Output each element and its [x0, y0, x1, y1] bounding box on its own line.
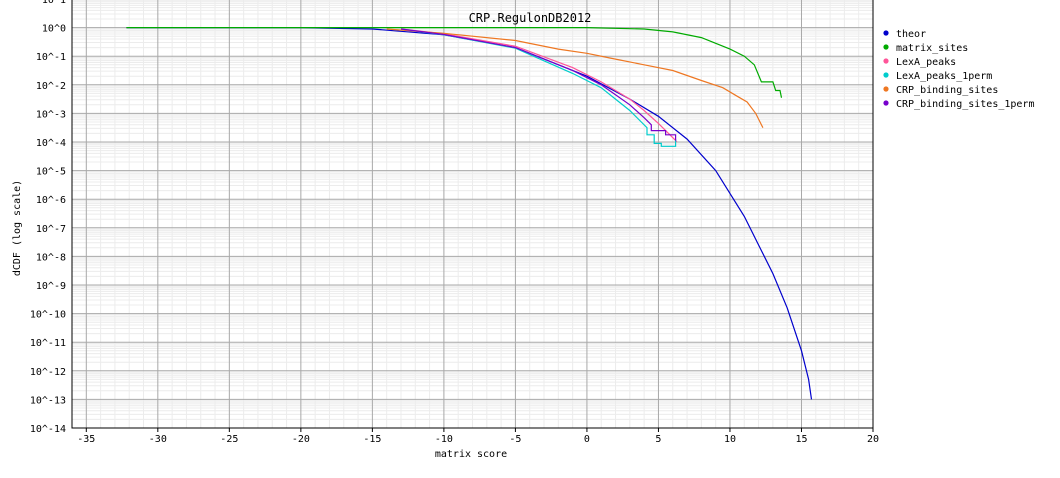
x-tick-label: -5 [509, 434, 521, 445]
y-tick-label: 10^1 [42, 0, 66, 6]
y-tick-label: 10^-10 [30, 310, 66, 321]
y-tick-label: 10^-4 [36, 138, 66, 149]
x-tick-label: 15 [795, 434, 807, 445]
y-axis-label: dCDF (log scale) [12, 180, 23, 276]
series-line-LexA_peaks_1perm [400, 28, 677, 147]
legend: theor matrix_sites LexA_peaks LexA_peaks_1p… [883, 29, 1034, 110]
series-line-LexA_peaks [400, 28, 678, 143]
y-tick-label: 10^-14 [30, 424, 66, 435]
plot-frame [71, 0, 874, 429]
y-tick-label: 10^-12 [30, 367, 66, 378]
series-line-CRP_binding_sites [386, 28, 764, 128]
legend-marker [883, 86, 889, 92]
legend-label: theor [896, 29, 926, 40]
y-tick-label: 10^-2 [36, 81, 66, 92]
x-axis: -35 -30 -25 -20 -15 -10 -5 0 5 10 15 20 [77, 428, 879, 445]
y-tick-label: 10^-7 [36, 224, 66, 235]
legend-label: LexA_peaks_1perm [896, 71, 992, 82]
series-group [126, 27, 813, 400]
legend-marker [883, 30, 889, 36]
y-tick-label: 10^-1 [36, 52, 66, 63]
x-tick-label: -20 [292, 434, 310, 445]
minor-grid [71, 0, 873, 428]
x-tick-label: -10 [435, 434, 453, 445]
series-line-matrix_sites [126, 27, 783, 98]
x-tick-label: -30 [149, 434, 167, 445]
x-tick-label: -15 [363, 434, 381, 445]
legend-label: matrix_sites [896, 43, 968, 54]
x-tick-label: -35 [77, 434, 95, 445]
x-tick-label: 0 [584, 434, 590, 445]
y-axis: 10^1 10^0 10^-1 10^-2 10^-3 10^-4 10^-5 10^-6 10… [30, 0, 66, 435]
y-tick-label: 10^-5 [36, 167, 66, 178]
y-tick-label: 10^-3 [36, 109, 66, 120]
y-tick-label: 10^-6 [36, 195, 66, 206]
major-grid [72, 0, 874, 429]
y-tick-label: 10^0 [42, 24, 66, 35]
x-tick-label: -25 [220, 434, 238, 445]
series-line-theor [126, 27, 813, 400]
x-tick-label: 10 [724, 434, 736, 445]
legend-marker [883, 58, 889, 64]
x-axis-label: matrix score [435, 449, 507, 460]
y-tick-label: 10^-13 [30, 395, 66, 406]
legend-marker [883, 72, 889, 78]
legend-marker [883, 100, 889, 106]
series-line-CRP_binding_sites_1perm [400, 28, 677, 141]
legend-label: CRP_binding_sites_1perm [896, 99, 1034, 110]
x-tick-label: 5 [655, 434, 661, 445]
legend-marker [883, 44, 889, 50]
y-tick-label: 10^-11 [30, 338, 66, 349]
y-tick-label: 10^-9 [36, 281, 66, 292]
chart-title: CRP.RegulonDB2012 [469, 11, 592, 25]
y-tick-label: 10^-8 [36, 252, 66, 263]
legend-label: LexA_peaks [896, 57, 956, 68]
x-tick-label: 20 [867, 434, 879, 445]
legend-label: CRP_binding_sites [896, 85, 998, 96]
